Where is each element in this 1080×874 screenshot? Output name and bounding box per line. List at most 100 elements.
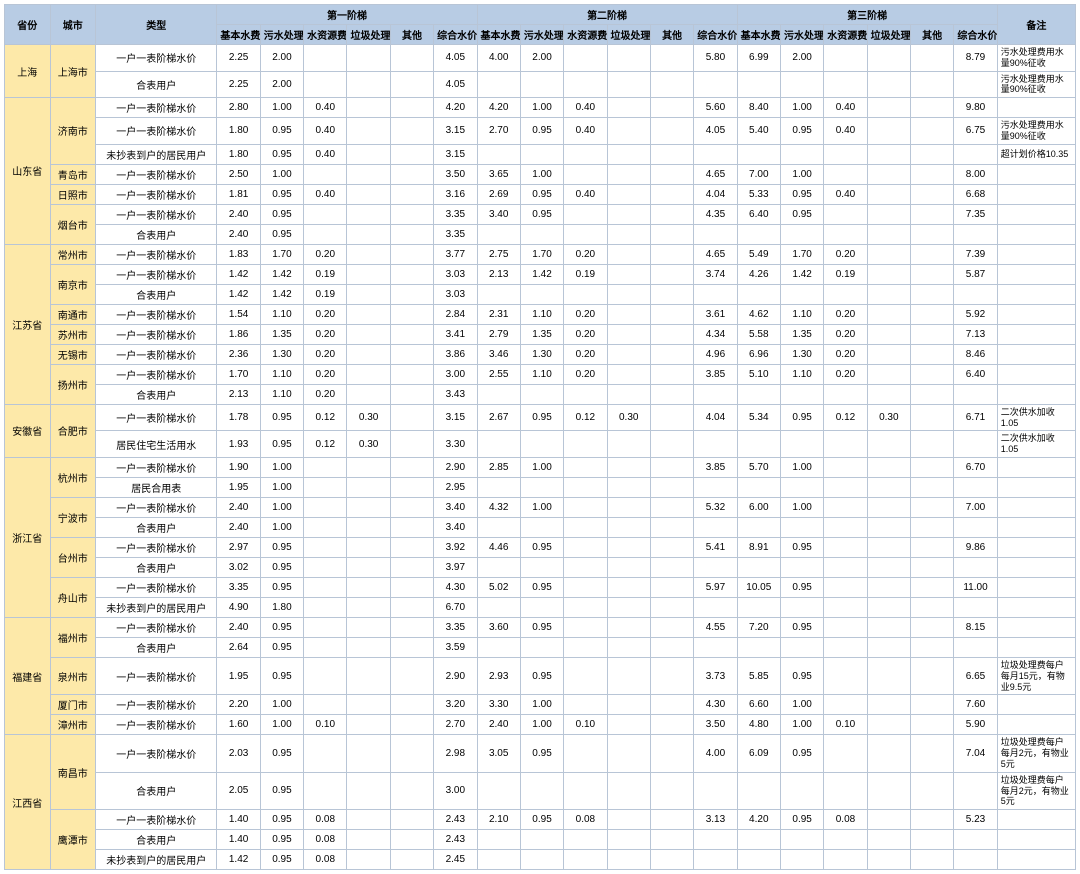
value-cell [824,850,867,870]
value-cell [694,144,737,164]
value-cell: 0.20 [304,244,347,264]
value-cell [867,284,910,304]
value-cell [607,695,650,715]
type-cell: 一户一表阶梯水价 [96,244,217,264]
table-row: 舟山市一户一表阶梯水价3.350.954.305.020.955.9710.05… [5,577,1076,597]
value-cell: 3.86 [434,344,477,364]
value-cell [694,772,737,809]
value-cell: 0.20 [824,304,867,324]
value-cell: 1.70 [260,244,303,264]
value-cell [477,557,520,577]
value-cell: 1.80 [217,144,260,164]
value-cell: 1.10 [520,304,563,324]
col-type: 类型 [96,5,217,45]
col-sub: 水资源费 [824,25,867,45]
remark-cell: 垃圾处理费每户每月15元，有物业9.5元 [997,657,1075,694]
value-cell: 5.70 [737,457,780,477]
value-cell: 4.30 [434,577,477,597]
value-cell [737,830,780,850]
value-cell [607,497,650,517]
value-cell [780,830,823,850]
value-cell: 7.60 [954,695,997,715]
value-cell: 2.40 [217,204,260,224]
value-cell [390,715,433,735]
value-cell: 3.00 [434,364,477,384]
value-cell [954,597,997,617]
value-cell [910,497,953,517]
value-cell: 2.20 [217,695,260,715]
value-cell [954,284,997,304]
value-cell [910,577,953,597]
col-sub: 基本水费 [737,25,780,45]
value-cell [910,457,953,477]
value-cell: 1.35 [260,324,303,344]
value-cell [607,224,650,244]
city-cell: 扬州市 [50,364,96,404]
value-cell: 4.20 [434,98,477,118]
value-cell: 6.68 [954,184,997,204]
value-cell [650,715,693,735]
value-cell: 5.34 [737,404,780,431]
value-cell [520,477,563,497]
value-cell [304,537,347,557]
table-row: 烟台市一户一表阶梯水价2.400.953.353.400.954.356.400… [5,204,1076,224]
value-cell: 0.20 [304,384,347,404]
city-cell: 济南市 [50,98,96,165]
value-cell [390,71,433,98]
value-cell: 5.41 [694,537,737,557]
value-cell [347,715,390,735]
value-cell [910,537,953,557]
remark-cell: 污水处理费用水量90%征收 [997,71,1075,98]
province-cell: 上海 [5,45,51,98]
value-cell: 8.79 [954,45,997,72]
value-cell [304,695,347,715]
remark-cell: 二次供水加收1.05 [997,404,1075,431]
value-cell: 5.87 [954,264,997,284]
city-cell: 宁波市 [50,497,96,537]
value-cell [607,637,650,657]
value-cell: 4.90 [217,597,260,617]
value-cell: 2.36 [217,344,260,364]
value-cell: 4.34 [694,324,737,344]
value-cell: 0.30 [867,404,910,431]
table-row: 青岛市一户一表阶梯水价2.501.003.503.651.004.657.001… [5,164,1076,184]
value-cell: 2.55 [477,364,520,384]
value-cell: 4.30 [694,695,737,715]
col-province: 省份 [5,5,51,45]
value-cell [867,118,910,145]
value-cell: 8.00 [954,164,997,184]
value-cell [650,772,693,809]
value-cell [390,657,433,694]
value-cell [520,830,563,850]
value-cell [867,344,910,364]
value-cell: 0.95 [260,637,303,657]
value-cell: 1.78 [217,404,260,431]
value-cell [650,457,693,477]
value-cell: 5.60 [694,98,737,118]
col-sub: 综合水价 [954,25,997,45]
value-cell [867,244,910,264]
value-cell: 1.95 [217,657,260,694]
value-cell [694,517,737,537]
value-cell [824,735,867,772]
remark-cell: 污水处理费用水量90%征收 [997,45,1075,72]
remark-cell [997,384,1075,404]
value-cell: 0.95 [520,810,563,830]
value-cell: 5.58 [737,324,780,344]
value-cell: 4.65 [694,244,737,264]
value-cell: 4.96 [694,344,737,364]
value-cell: 0.20 [564,364,607,384]
value-cell: 10.05 [737,577,780,597]
value-cell [347,244,390,264]
value-cell [607,431,650,458]
value-cell: 1.81 [217,184,260,204]
table-row: 福建省福州市一户一表阶梯水价2.400.953.353.600.954.557.… [5,617,1076,637]
value-cell [607,164,650,184]
value-cell [347,850,390,870]
value-cell [867,304,910,324]
value-cell [650,45,693,72]
value-cell [607,71,650,98]
value-cell [304,71,347,98]
table-header: 省份 城市 类型 第一阶梯 第二阶梯 第三阶梯 备注 基本水费污水处理费水资源费… [5,5,1076,45]
value-cell: 2.31 [477,304,520,324]
